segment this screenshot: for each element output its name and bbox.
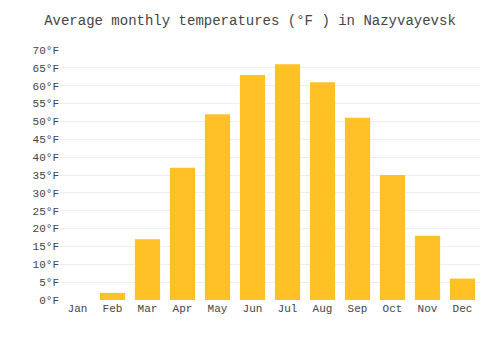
- svg-text:25°F: 25°F: [33, 206, 59, 218]
- svg-text:15°F: 15°F: [33, 241, 59, 253]
- svg-text:50°F: 50°F: [33, 116, 59, 128]
- svg-text:Jan: Jan: [68, 303, 88, 315]
- svg-text:Mar: Mar: [138, 303, 158, 315]
- svg-text:Oct: Oct: [383, 303, 403, 315]
- svg-text:Jul: Jul: [278, 303, 298, 315]
- svg-text:Dec: Dec: [453, 303, 473, 315]
- svg-text:May: May: [208, 303, 228, 315]
- svg-text:Feb: Feb: [103, 303, 123, 315]
- svg-text:35°F: 35°F: [33, 170, 59, 182]
- svg-text:Jun: Jun: [243, 303, 263, 315]
- svg-text:5°F: 5°F: [39, 277, 59, 289]
- svg-text:55°F: 55°F: [33, 98, 59, 110]
- svg-text:20°F: 20°F: [33, 223, 59, 235]
- svg-text:Apr: Apr: [173, 303, 193, 315]
- svg-text:45°F: 45°F: [33, 134, 59, 146]
- svg-text:Average monthly temperatures (: Average monthly temperatures (°F ) in Na…: [44, 13, 456, 29]
- svg-text:60°F: 60°F: [33, 81, 59, 93]
- svg-text:30°F: 30°F: [33, 188, 59, 200]
- svg-text:Nov: Nov: [418, 303, 438, 315]
- svg-text:0°F: 0°F: [39, 295, 59, 307]
- svg-text:10°F: 10°F: [33, 259, 59, 271]
- svg-text:40°F: 40°F: [33, 152, 59, 164]
- svg-text:Aug: Aug: [313, 303, 333, 315]
- svg-text:65°F: 65°F: [33, 63, 59, 75]
- svg-text:70°F: 70°F: [33, 45, 59, 57]
- svg-text:Sep: Sep: [348, 303, 368, 315]
